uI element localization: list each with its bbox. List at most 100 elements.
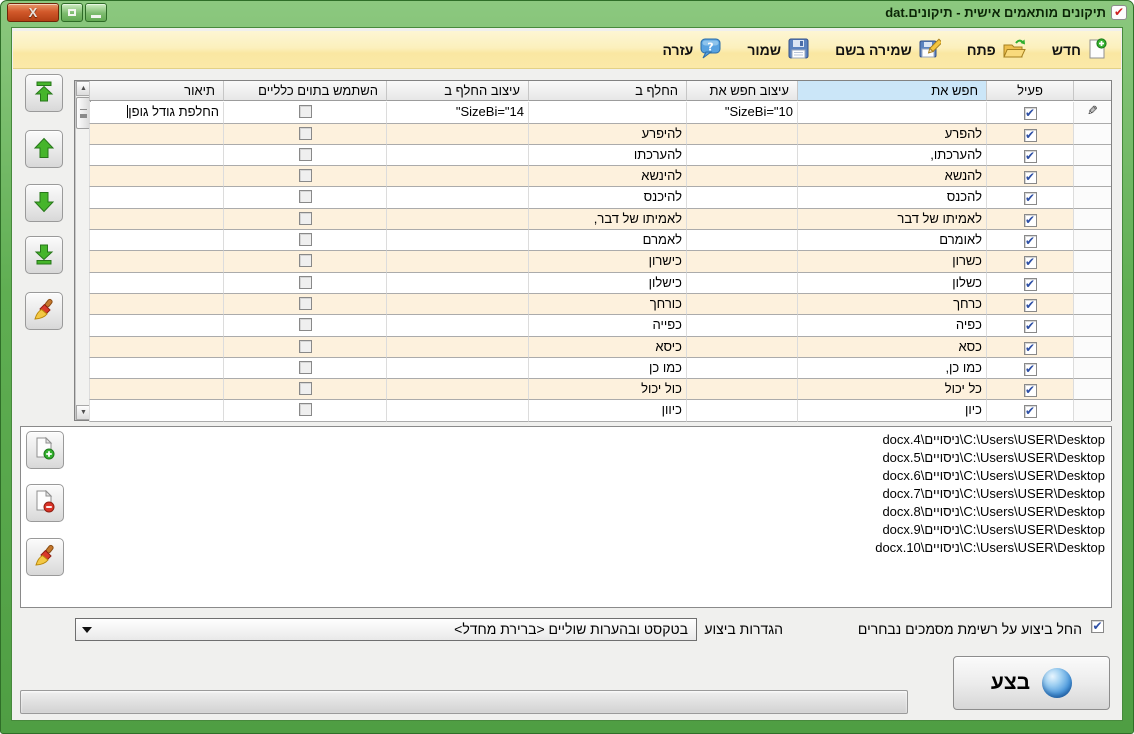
column-header[interactable]: חפש את bbox=[797, 81, 986, 101]
table-scrollbar[interactable]: ▲ ▼ bbox=[75, 81, 91, 420]
maximize-button[interactable] bbox=[61, 3, 83, 22]
column-header[interactable]: תיאור bbox=[89, 81, 223, 101]
move-rule-to-bottom-button[interactable] bbox=[25, 236, 63, 274]
find-format-cell[interactable] bbox=[686, 336, 797, 358]
description-cell[interactable] bbox=[89, 166, 223, 188]
row-selector-cell[interactable] bbox=[1073, 230, 1111, 252]
scrollbar-thumb[interactable] bbox=[76, 97, 91, 129]
find-cell[interactable]: כשרון bbox=[797, 251, 986, 273]
wildcards-checkbox[interactable] bbox=[298, 318, 312, 332]
row-selector-cell[interactable] bbox=[1073, 379, 1111, 401]
replace-format-cell[interactable] bbox=[386, 272, 528, 294]
file-path-item[interactable]: C:\Users\USER\Desktop\ניסויים\5.docx bbox=[882, 450, 1105, 465]
find-format-cell[interactable] bbox=[686, 357, 797, 380]
wildcards-checkbox[interactable] bbox=[298, 190, 312, 204]
find-cell[interactable] bbox=[797, 102, 986, 124]
clear-rules-button[interactable] bbox=[25, 292, 63, 330]
find-format-cell[interactable] bbox=[686, 166, 797, 188]
active-checkbox[interactable]: ✔ bbox=[1023, 191, 1037, 206]
execution-profile-select[interactable]: בטקסט ובהערות שוליים <ברירת מחדל> bbox=[75, 618, 697, 641]
open-button[interactable]: פתח bbox=[967, 38, 1026, 62]
column-header[interactable]: השתמש בתוים כלליים bbox=[223, 81, 386, 101]
find-cell[interactable]: להנשא bbox=[797, 166, 986, 188]
replace-cell[interactable]: כישלון bbox=[528, 272, 686, 294]
column-header[interactable]: החלף ב bbox=[528, 81, 686, 101]
wildcards-checkbox[interactable] bbox=[298, 169, 312, 183]
clear-documents-button[interactable] bbox=[26, 538, 64, 576]
description-cell[interactable] bbox=[89, 208, 223, 231]
description-cell[interactable] bbox=[89, 379, 223, 401]
find-cell[interactable]: כפיה bbox=[797, 315, 986, 337]
replace-cell[interactable]: כישרון bbox=[528, 251, 686, 273]
wildcards-checkbox[interactable] bbox=[298, 211, 312, 225]
find-cell[interactable]: להפרע bbox=[797, 123, 986, 145]
column-header-selector[interactable] bbox=[1073, 81, 1111, 101]
find-cell[interactable]: כמו כן, bbox=[797, 357, 986, 380]
find-format-cell[interactable] bbox=[686, 144, 797, 167]
replace-cell[interactable]: להיפרע bbox=[528, 123, 686, 145]
new-button[interactable]: חדש bbox=[1052, 37, 1107, 62]
replace-cell[interactable]: להערכתו bbox=[528, 144, 686, 167]
find-format-cell[interactable] bbox=[686, 208, 797, 231]
wildcards-checkbox[interactable] bbox=[298, 105, 312, 119]
find-cell[interactable]: כסא bbox=[797, 336, 986, 358]
row-selector-cell[interactable]: ✎ bbox=[1073, 102, 1111, 124]
row-selector-cell[interactable] bbox=[1073, 336, 1111, 358]
active-checkbox[interactable]: ✔ bbox=[1023, 148, 1037, 163]
row-selector-cell[interactable] bbox=[1073, 315, 1111, 337]
column-header[interactable]: עיצוב החלף ב bbox=[386, 81, 528, 101]
description-cell[interactable] bbox=[89, 144, 223, 167]
replace-cell[interactable]: להינשא bbox=[528, 166, 686, 188]
row-selector-cell[interactable] bbox=[1073, 144, 1111, 167]
replace-format-cell[interactable] bbox=[386, 293, 528, 316]
replace-format-cell[interactable] bbox=[386, 336, 528, 358]
file-path-item[interactable]: C:\Users\USER\Desktop\ניסויים\6.docx bbox=[882, 468, 1105, 483]
row-selector-cell[interactable] bbox=[1073, 400, 1111, 422]
minimize-button[interactable] bbox=[85, 3, 107, 22]
active-checkbox[interactable]: ✔ bbox=[1023, 212, 1037, 227]
replace-cell[interactable]: כמו כן bbox=[528, 357, 686, 380]
find-cell[interactable]: לאומרם bbox=[797, 230, 986, 252]
help-button[interactable]: ? עזרה bbox=[662, 38, 721, 62]
active-checkbox[interactable]: ✔ bbox=[1023, 276, 1037, 291]
replace-format-cell[interactable] bbox=[386, 166, 528, 188]
find-format-cell[interactable] bbox=[686, 293, 797, 316]
find-cell[interactable]: להערכתו, bbox=[797, 144, 986, 167]
move-rule-down-button[interactable] bbox=[25, 184, 63, 222]
active-checkbox[interactable]: ✔ bbox=[1023, 234, 1037, 249]
replace-format-cell[interactable] bbox=[386, 400, 528, 422]
find-cell[interactable]: כיון bbox=[797, 400, 986, 422]
add-document-button[interactable] bbox=[26, 431, 64, 469]
replace-cell[interactable]: כיסא bbox=[528, 336, 686, 358]
column-header[interactable]: עיצוב חפש את bbox=[686, 81, 797, 101]
find-format-cell[interactable] bbox=[686, 379, 797, 401]
find-format-cell[interactable] bbox=[686, 272, 797, 294]
file-path-item[interactable]: C:\Users\USER\Desktop\ניסויים\9.docx bbox=[882, 522, 1105, 537]
wildcards-checkbox[interactable] bbox=[298, 126, 312, 140]
description-cell[interactable] bbox=[89, 336, 223, 358]
wildcards-checkbox[interactable] bbox=[298, 233, 312, 247]
description-cell[interactable] bbox=[89, 123, 223, 145]
file-path-item[interactable]: C:\Users\USER\Desktop\ניסויים\4.docx bbox=[882, 432, 1105, 447]
wildcards-checkbox[interactable] bbox=[298, 339, 312, 353]
active-checkbox[interactable]: ✔ bbox=[1023, 361, 1037, 376]
active-checkbox[interactable]: ✔ bbox=[1023, 106, 1037, 121]
replace-cell[interactable] bbox=[528, 102, 686, 124]
wildcards-checkbox[interactable] bbox=[298, 275, 312, 289]
find-cell[interactable]: כל יכול bbox=[797, 379, 986, 401]
description-cell[interactable]: החלפת גודל גופן bbox=[89, 102, 223, 124]
row-selector-cell[interactable] bbox=[1073, 208, 1111, 231]
active-checkbox[interactable]: ✔ bbox=[1023, 404, 1037, 419]
description-cell[interactable] bbox=[89, 315, 223, 337]
find-format-cell[interactable] bbox=[686, 400, 797, 422]
active-checkbox[interactable]: ✔ bbox=[1023, 319, 1037, 334]
apply-to-selected-checkbox[interactable]: ✔ bbox=[1091, 619, 1104, 633]
replace-format-cell[interactable] bbox=[386, 251, 528, 273]
move-rule-up-button[interactable] bbox=[25, 130, 63, 168]
find-cell[interactable]: כשלון bbox=[797, 272, 986, 294]
replace-cell[interactable]: לאמיתו של דבר, bbox=[528, 208, 686, 231]
wildcards-checkbox[interactable] bbox=[298, 382, 312, 396]
active-checkbox[interactable]: ✔ bbox=[1023, 297, 1037, 312]
find-cell[interactable]: להכנס bbox=[797, 187, 986, 209]
row-selector-cell[interactable] bbox=[1073, 293, 1111, 316]
